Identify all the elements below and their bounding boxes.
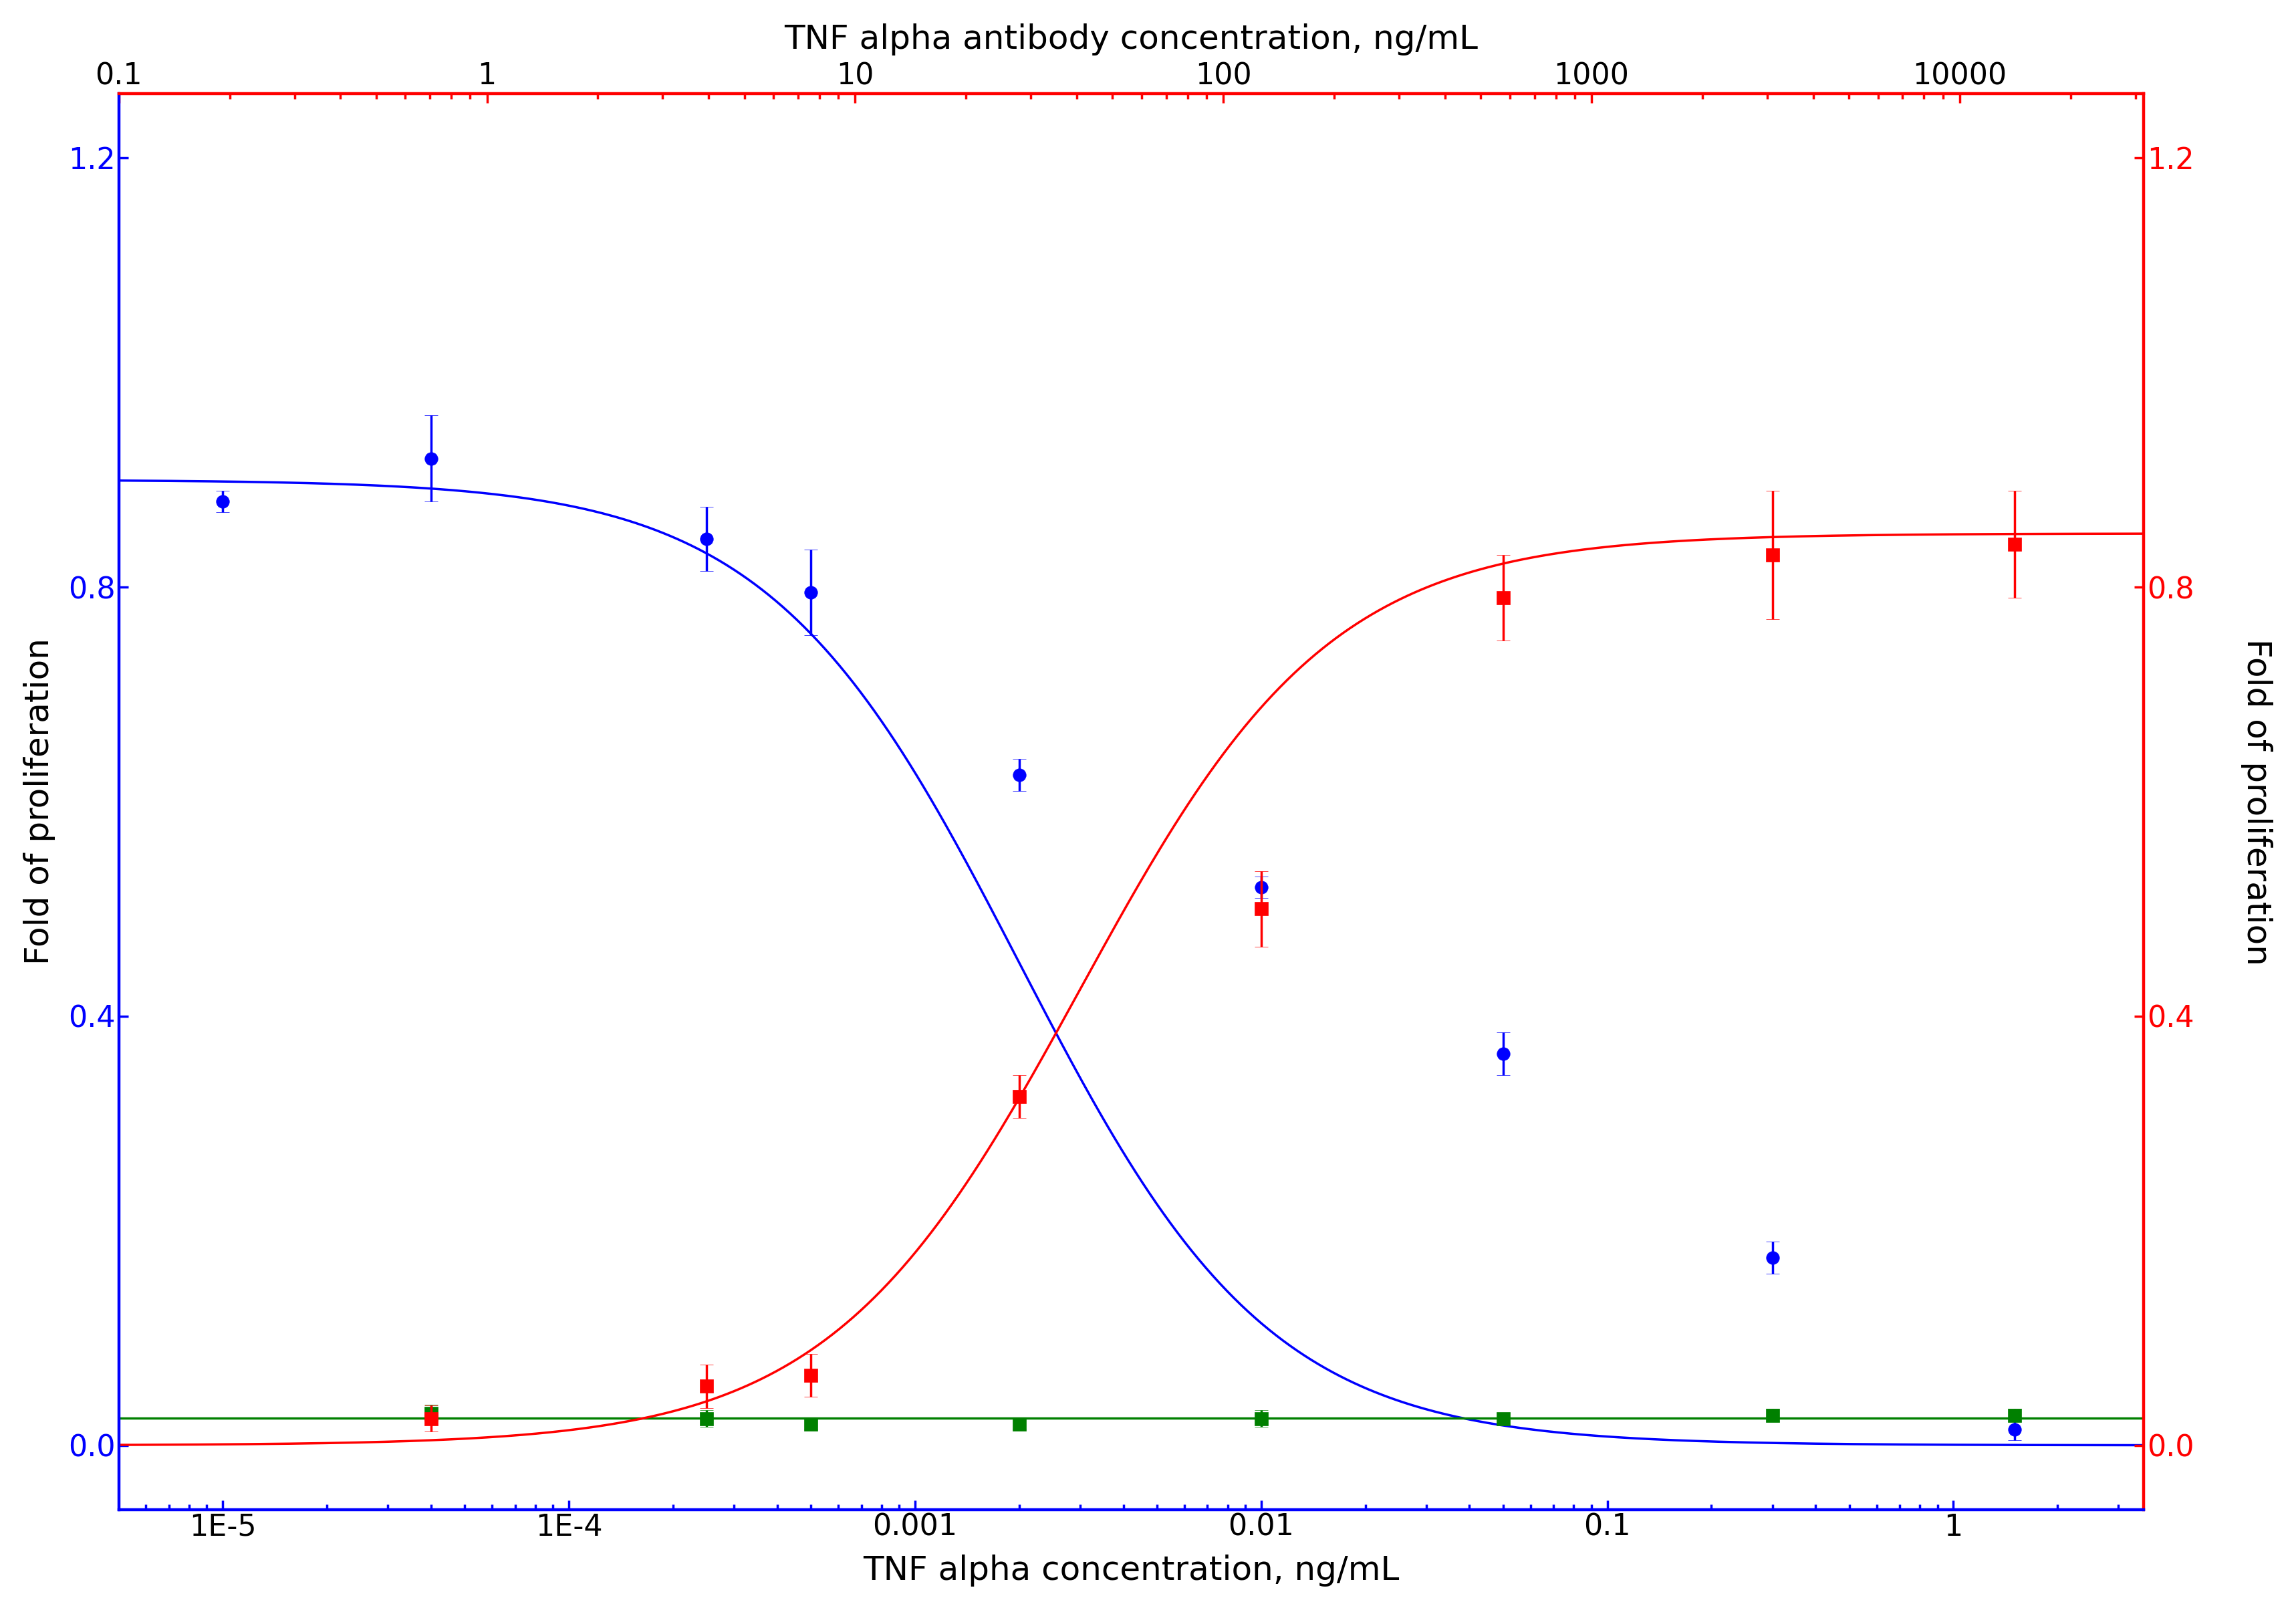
Y-axis label: Fold of proliferation: Fold of proliferation: [2241, 638, 2273, 964]
X-axis label: TNF alpha antibody concentration, ng/mL: TNF alpha antibody concentration, ng/mL: [785, 23, 1479, 55]
Y-axis label: Fold of proliferation: Fold of proliferation: [23, 638, 55, 964]
X-axis label: TNF alpha concentration, ng/mL: TNF alpha concentration, ng/mL: [863, 1555, 1401, 1587]
